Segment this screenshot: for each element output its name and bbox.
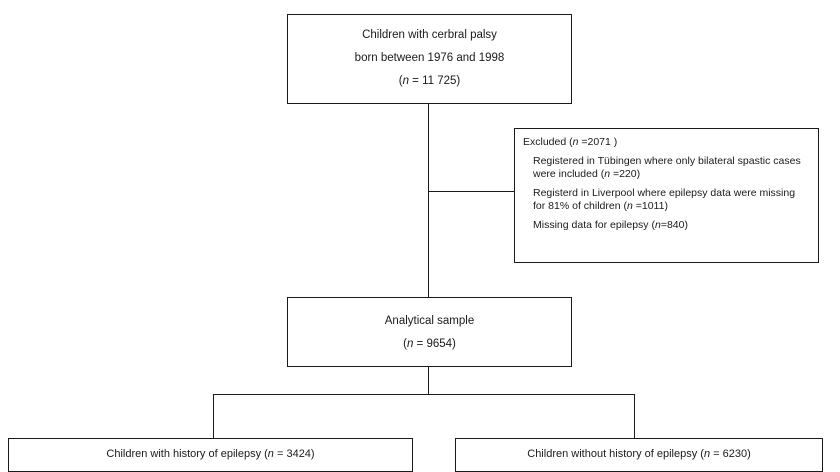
connector-analytical-vertical [428, 366, 429, 394]
population-count: (n = 11 725) [398, 75, 461, 87]
with-epilepsy-box: Children with history of epilepsy (n = 3… [8, 438, 413, 472]
population-line-1: Children with cerbral palsy [362, 29, 497, 41]
analytical-sample-box: Analytical sample (n = 9654) [287, 297, 572, 367]
population-line-2: born between 1976 and 1998 [354, 52, 505, 64]
excluded-item-liverpool: Registerd in Liverpool where epilepsy da… [533, 187, 796, 212]
excluded-box: Excluded (n =2071 ) Registered in Tübing… [514, 128, 819, 263]
with-epilepsy-label: Children with history of epilepsy (n = 3… [106, 448, 315, 460]
excluded-item-tubingen: Registered in Tübingen where only bilate… [533, 155, 801, 180]
connector-excluded-horizontal [428, 191, 514, 192]
cerebral-palsy-population-box: Children with cerbral palsy born between… [287, 14, 572, 104]
connector-top-vertical [428, 103, 429, 297]
excluded-item-missing: Missing data for epilepsy (n=840) [533, 219, 688, 231]
without-epilepsy-box: Children without history of epilepsy (n … [455, 438, 823, 472]
connector-split-horizontal [213, 394, 635, 395]
analytical-sample-label: Analytical sample [384, 315, 475, 327]
excluded-title: Excluded (n =2071 ) [523, 136, 618, 148]
without-epilepsy-label: Children without history of epilepsy (n … [527, 448, 751, 460]
analytical-sample-count: (n = 9654) [403, 338, 456, 350]
connector-right-vertical [634, 394, 635, 438]
connector-left-vertical [213, 394, 214, 438]
